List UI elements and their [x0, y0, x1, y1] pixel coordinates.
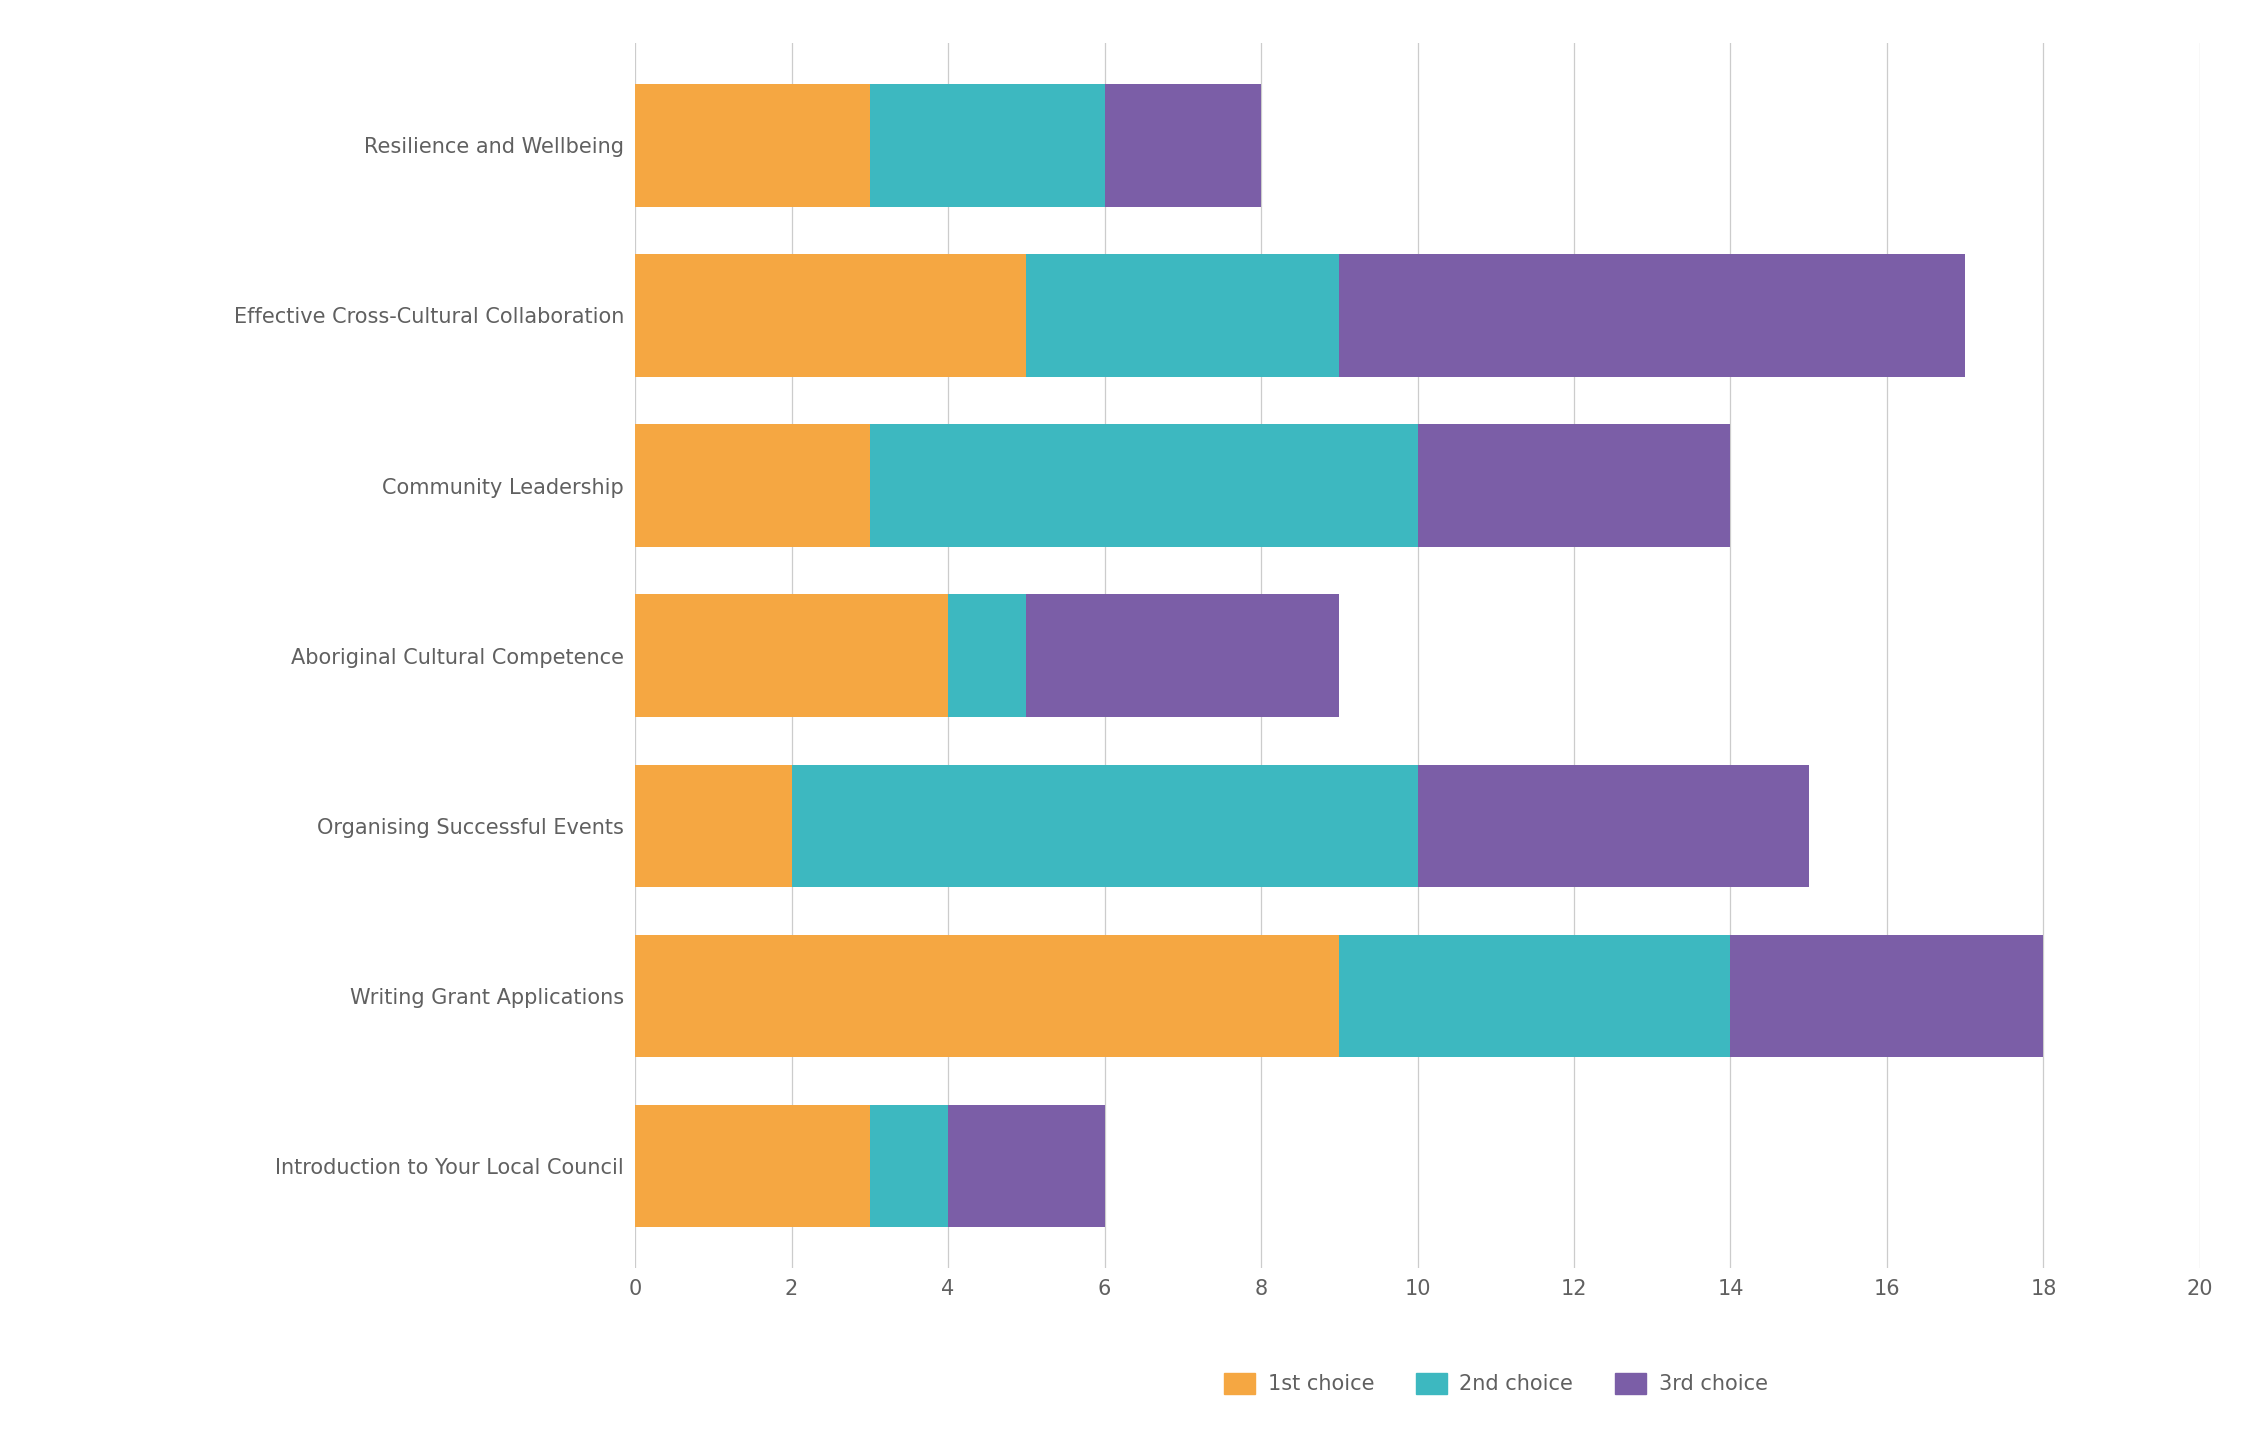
Bar	[635, 765, 792, 888]
Bar	[635, 254, 1025, 376]
Bar	[1418, 765, 1810, 888]
Bar	[871, 424, 1418, 546]
Bar	[635, 595, 948, 718]
Bar	[635, 424, 871, 546]
Bar	[1105, 84, 1261, 206]
Bar	[1025, 254, 1338, 376]
Bar	[871, 84, 1105, 206]
Bar	[1730, 935, 2043, 1058]
Legend: 1st choice, 2nd choice, 3rd choice: 1st choice, 2nd choice, 3rd choice	[1216, 1365, 1776, 1402]
Bar	[635, 1105, 871, 1228]
Bar	[1338, 935, 1730, 1058]
Bar	[1025, 595, 1338, 718]
Bar	[871, 1105, 948, 1228]
Bar	[635, 935, 1338, 1058]
Bar	[635, 84, 871, 206]
Bar	[948, 1105, 1105, 1228]
Bar	[1338, 254, 1964, 376]
Bar	[948, 595, 1027, 718]
Bar	[1418, 424, 1730, 546]
Bar	[792, 765, 1418, 888]
